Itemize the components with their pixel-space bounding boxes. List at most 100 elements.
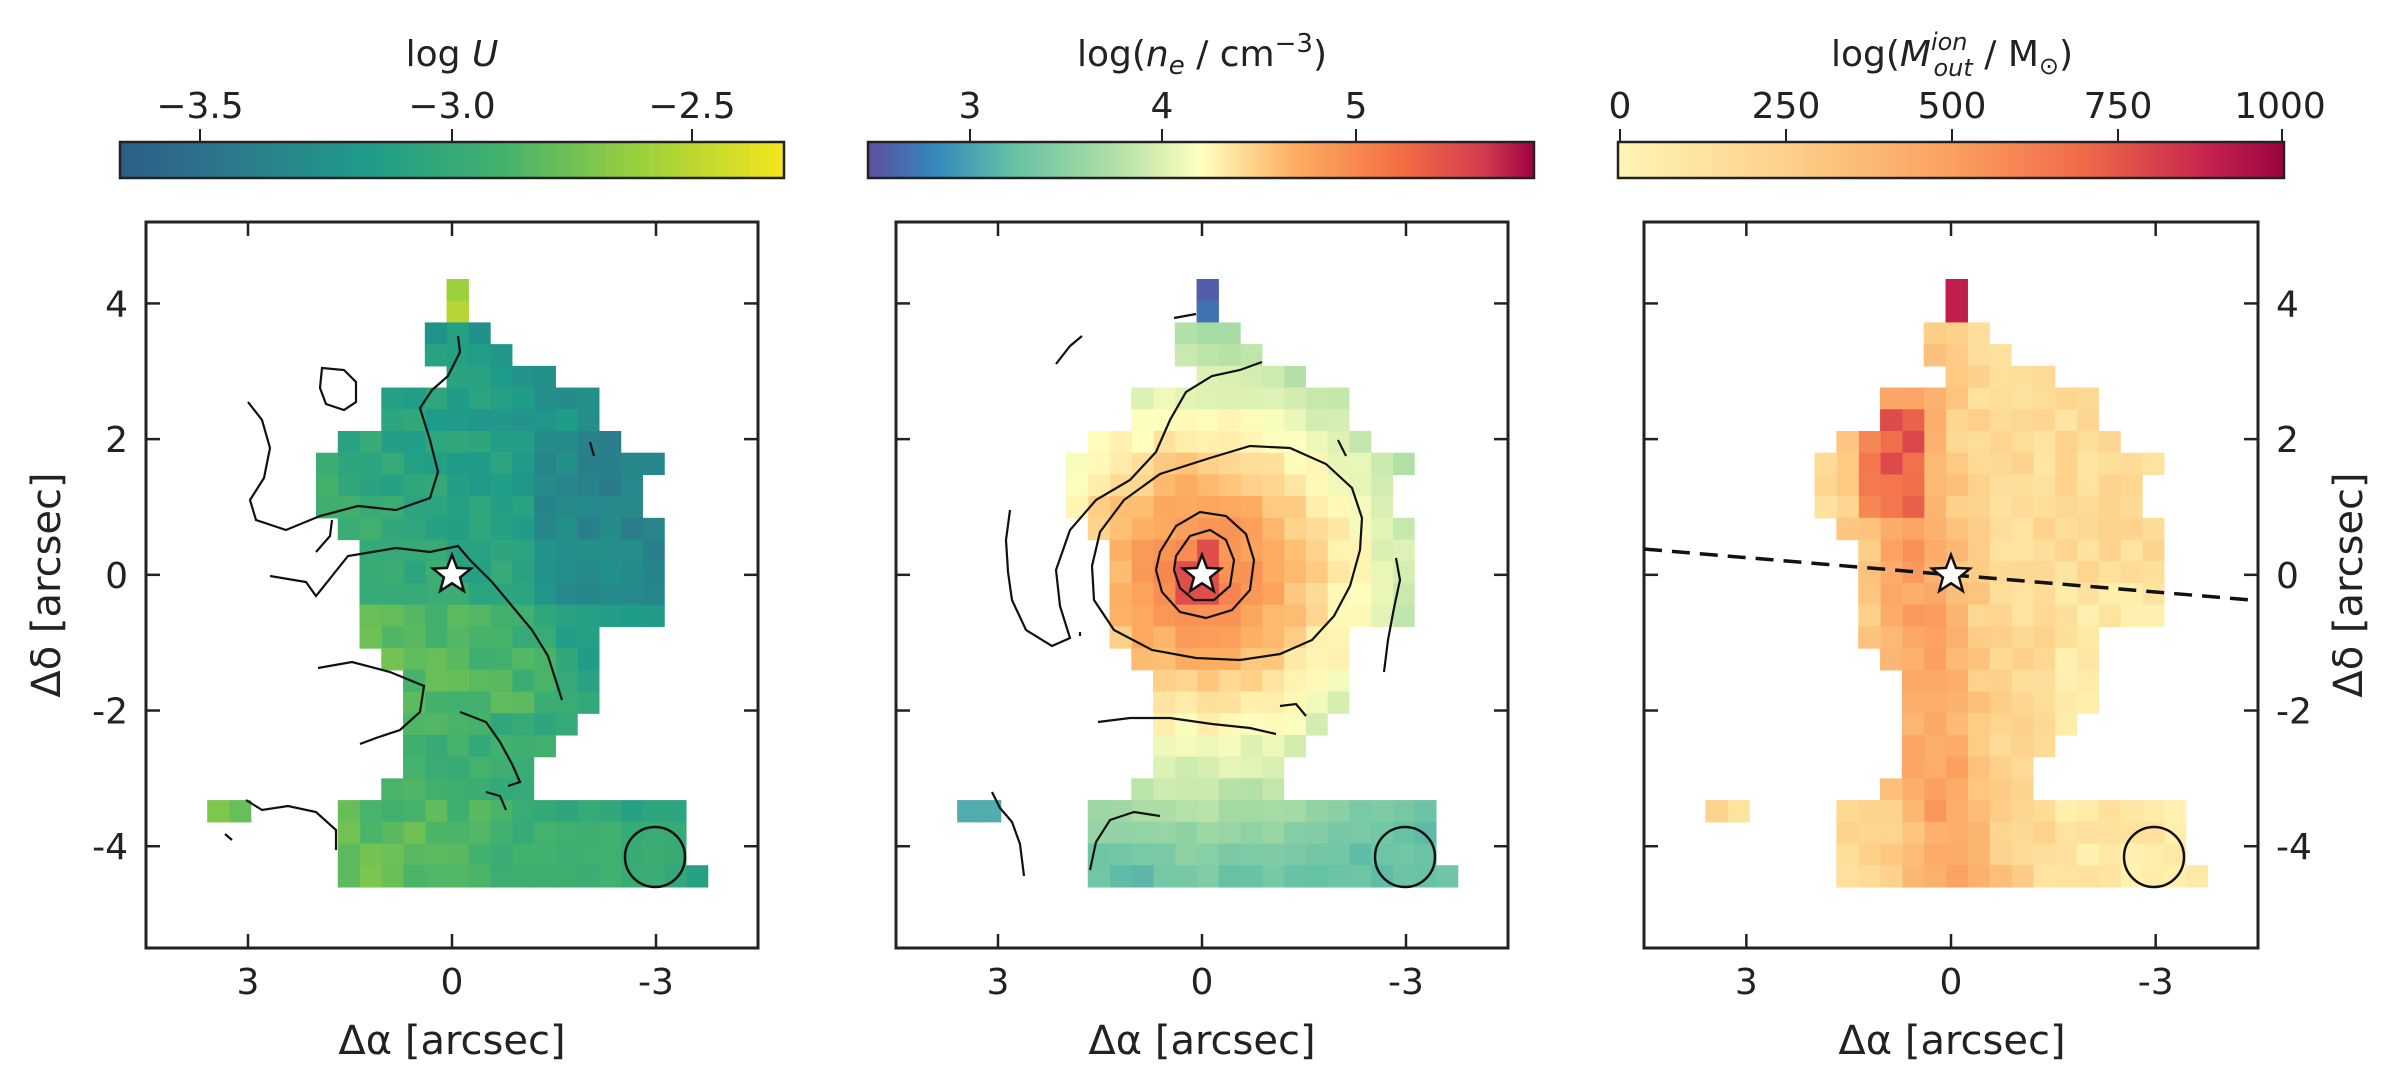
map-pixel	[424, 669, 448, 693]
map-pixel	[490, 561, 513, 584]
map-pixel	[424, 322, 448, 345]
map-pixel	[1989, 821, 2012, 845]
contour-line	[459, 710, 522, 788]
colorbar-tick-label: 250	[1752, 86, 1821, 127]
beam-circle	[2122, 825, 2186, 889]
map-pixel	[598, 539, 622, 562]
map-pixel	[1153, 778, 1176, 801]
map-pixel	[1945, 322, 1968, 345]
map-pixel	[1989, 452, 2012, 476]
map-pixel	[1945, 713, 1968, 736]
map-pixel	[1901, 496, 1925, 519]
map-pixel	[1392, 604, 1415, 627]
map-pixel	[490, 452, 513, 476]
map-pixel	[511, 778, 535, 801]
colorbar-tick-label: 1000	[2234, 86, 2326, 127]
map-pixel	[2032, 713, 2056, 736]
map-pixel	[1240, 496, 1263, 519]
map-pixel	[1327, 496, 1350, 519]
map-pixel	[468, 778, 491, 801]
map-pixel	[2054, 648, 2078, 671]
map-pixel	[2011, 409, 2034, 432]
map-pixel	[424, 648, 448, 671]
map-pixel	[2054, 387, 2078, 410]
map-pixel	[490, 800, 513, 823]
map-pixel	[1261, 648, 1285, 671]
map-pixel	[1240, 778, 1263, 801]
map-pixel	[1305, 430, 1328, 454]
map-pixel	[1901, 409, 1925, 432]
map-pixel	[1967, 409, 1990, 432]
map-pixel	[664, 821, 687, 845]
map-pixel	[1305, 496, 1328, 519]
map-pixel	[2142, 865, 2165, 888]
map-pixel	[1196, 843, 1219, 866]
map-pixel	[446, 778, 469, 801]
map-pixel	[1989, 800, 2012, 823]
map-pixel	[533, 691, 556, 714]
map-pixel	[555, 821, 578, 845]
map-pixel	[511, 539, 535, 562]
map-pixel	[1370, 517, 1393, 541]
map-pixel	[1196, 821, 1219, 845]
contour-line	[224, 833, 233, 841]
map-pixel	[1218, 865, 1241, 888]
map-pixel	[381, 604, 404, 627]
map-pixel	[1880, 539, 1903, 562]
map-pixel	[403, 713, 426, 736]
map-pixel	[424, 474, 448, 497]
map-pixel	[1945, 865, 1968, 888]
map-pixel	[446, 452, 469, 476]
map-pixel	[555, 843, 578, 866]
map-pixel	[555, 496, 578, 519]
map-pixel	[555, 387, 578, 410]
map-pixel	[468, 322, 491, 345]
map-pixel	[2011, 582, 2034, 606]
map-pixel	[511, 496, 535, 519]
map-pixel	[446, 278, 469, 302]
map-pixel	[1989, 734, 2012, 758]
map-pixel	[468, 582, 491, 606]
map-pixel	[403, 452, 426, 476]
map-pixel	[490, 821, 513, 845]
map-pixel	[533, 669, 556, 693]
map-pixel	[1348, 843, 1372, 866]
map-pixel	[642, 561, 665, 584]
map-pixel	[555, 713, 578, 736]
map-pixel	[2054, 865, 2078, 888]
map-pixel	[2011, 539, 2034, 562]
map-pixel	[1240, 452, 1263, 476]
map-pixel	[2120, 452, 2143, 476]
map-pixel	[2098, 561, 2121, 584]
map-pixel	[1131, 387, 1154, 410]
map-pixel	[1989, 865, 2012, 888]
map-pixel	[1109, 517, 1132, 541]
map-pixel	[2163, 843, 2187, 866]
map-pixel	[1174, 322, 1198, 345]
map-pixel	[620, 474, 643, 497]
colorbar-log-ne: log(ne / cm−3) 3 4 5	[866, 29, 1536, 180]
map-pixel	[1923, 691, 1947, 714]
map-pixel	[1174, 539, 1198, 562]
map-pixel	[511, 517, 535, 541]
map-pixel	[1370, 496, 1393, 519]
map-pixel	[598, 430, 622, 454]
map-pixel	[1174, 800, 1198, 823]
pixel-map	[207, 278, 709, 888]
map-pixel	[555, 430, 578, 454]
map-pixel	[1923, 648, 1947, 671]
map-pixel	[1240, 691, 1263, 714]
map-pixel	[1305, 648, 1328, 671]
y-tick-label: 0	[105, 556, 128, 597]
map-pixel	[1923, 778, 1947, 801]
map-pixel	[1218, 691, 1241, 714]
map-pixel	[1392, 452, 1415, 476]
map-pixel	[1880, 387, 1903, 410]
map-pixel	[490, 365, 513, 389]
map-pixel	[1218, 669, 1241, 693]
map-pixel	[1153, 474, 1176, 497]
map-pixel	[1174, 843, 1198, 866]
map-pixel	[1348, 821, 1372, 845]
map-pixel	[1858, 843, 1881, 866]
map-pixel	[2054, 691, 2078, 714]
